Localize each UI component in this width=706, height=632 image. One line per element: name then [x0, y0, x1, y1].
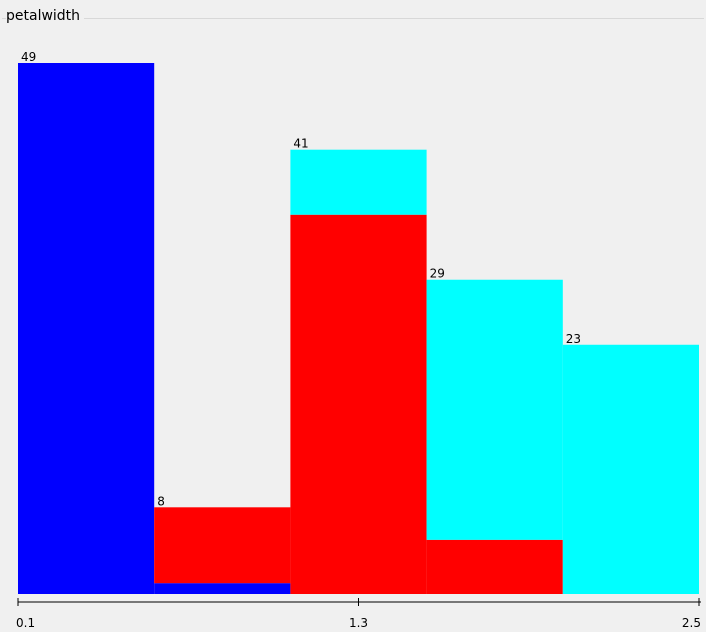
bar-count-label-1: 49	[21, 50, 36, 64]
bar-count-label-3: 41	[293, 137, 308, 151]
x-tick-label-3: 2.5	[682, 616, 701, 630]
bar-bin-5-class-3	[562, 344, 699, 594]
x-tick-label-2: 1.3	[349, 616, 368, 630]
panel-border	[2, 18, 704, 19]
panel-title: petalwidth	[6, 8, 85, 24]
bar-bin-4-class-2	[426, 539, 563, 594]
x-tick-label-1: 0.1	[16, 616, 35, 630]
bar-bin-1-class-1	[18, 63, 155, 594]
bar-count-label-5: 23	[566, 332, 581, 346]
bar-bin-3-class-2	[290, 214, 427, 594]
bar-bin-2-class-2	[154, 507, 291, 584]
bar-bin-4-class-3	[426, 279, 563, 540]
bar-count-label-4: 29	[430, 267, 445, 281]
bar-bin-2-class-1	[154, 583, 291, 594]
bar-count-label-2: 8	[157, 494, 165, 508]
bar-bin-3-class-3	[290, 149, 427, 215]
